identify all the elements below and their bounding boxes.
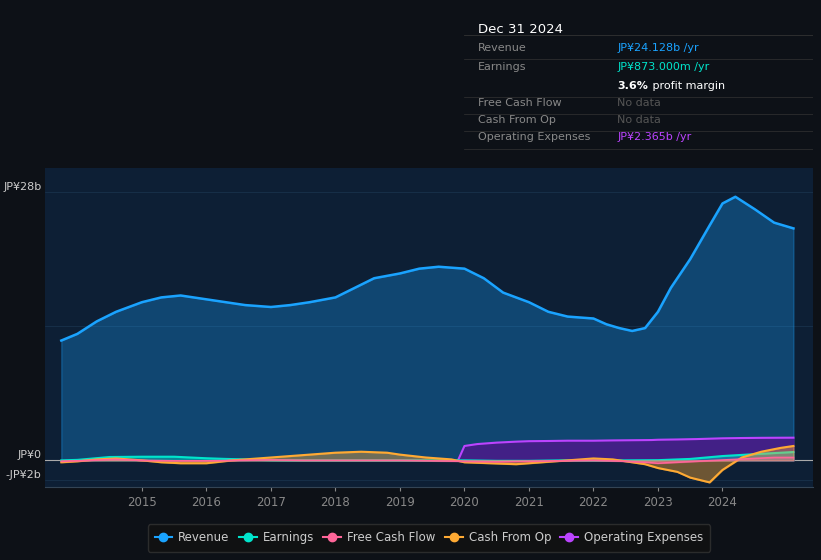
Text: Earnings: Earnings [478,63,526,72]
Text: JP¥28b: JP¥28b [3,182,41,192]
Legend: Revenue, Earnings, Free Cash Flow, Cash From Op, Operating Expenses: Revenue, Earnings, Free Cash Flow, Cash … [148,524,710,552]
Text: -JP¥2b: -JP¥2b [6,469,41,479]
Text: No data: No data [617,98,661,108]
Text: JP¥0: JP¥0 [17,450,41,460]
Text: JP¥873.000m /yr: JP¥873.000m /yr [617,63,709,72]
Text: Revenue: Revenue [478,43,526,53]
Text: profit margin: profit margin [649,81,725,91]
Text: Free Cash Flow: Free Cash Flow [478,98,562,108]
Text: JP¥2.365b /yr: JP¥2.365b /yr [617,132,691,142]
Text: Dec 31 2024: Dec 31 2024 [478,22,563,35]
Text: No data: No data [617,115,661,125]
Text: 3.6%: 3.6% [617,81,649,91]
Text: JP¥24.128b /yr: JP¥24.128b /yr [617,43,699,53]
Text: Cash From Op: Cash From Op [478,115,556,125]
Text: Operating Expenses: Operating Expenses [478,132,590,142]
